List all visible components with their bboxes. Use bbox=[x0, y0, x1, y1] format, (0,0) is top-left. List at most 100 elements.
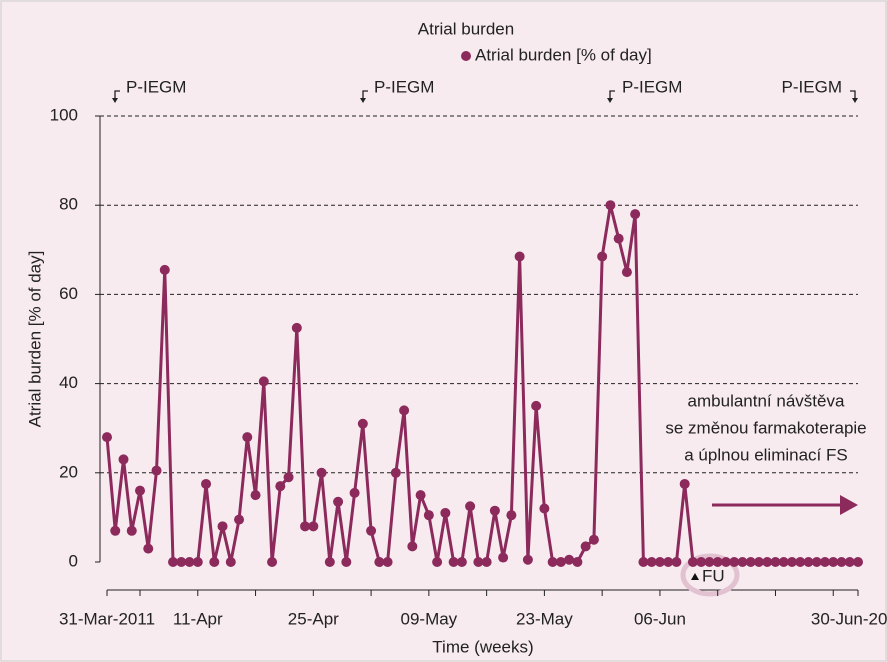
data-point bbox=[828, 557, 839, 567]
data-point bbox=[250, 490, 261, 501]
data-point bbox=[143, 543, 154, 554]
data-point bbox=[803, 557, 814, 567]
data-point bbox=[432, 557, 443, 567]
data-point bbox=[588, 534, 599, 545]
x-axis-label: Time (weeks) bbox=[432, 637, 533, 656]
data-point bbox=[671, 557, 682, 567]
data-point bbox=[316, 467, 327, 478]
data-point bbox=[168, 557, 179, 567]
data-point bbox=[415, 490, 426, 501]
data-point bbox=[118, 454, 129, 465]
data-point bbox=[778, 557, 789, 567]
y-tick-label: 100 bbox=[50, 105, 78, 124]
note: ambulantní návštěva bbox=[688, 391, 845, 410]
data-point bbox=[481, 557, 492, 567]
data-point bbox=[745, 557, 756, 567]
data-point bbox=[597, 251, 608, 262]
data-point bbox=[663, 557, 674, 567]
data-point bbox=[176, 557, 187, 567]
data-point bbox=[407, 541, 418, 552]
data-point bbox=[135, 485, 146, 496]
data-point bbox=[547, 557, 558, 567]
annotation-arrow bbox=[114, 90, 120, 101]
data-point bbox=[349, 487, 360, 498]
x-tick-label: 23-May bbox=[516, 609, 573, 628]
y-tick-label: 60 bbox=[59, 284, 78, 303]
data-point bbox=[151, 465, 162, 476]
data-point bbox=[786, 557, 797, 567]
data-point bbox=[679, 478, 690, 489]
data-point bbox=[762, 557, 773, 567]
data-point bbox=[283, 472, 294, 483]
annotation: P-IEGM bbox=[126, 77, 186, 96]
data-point bbox=[621, 267, 632, 278]
data-point bbox=[654, 557, 665, 567]
data-point bbox=[514, 251, 525, 262]
data-point bbox=[498, 552, 509, 563]
data-point bbox=[811, 557, 822, 567]
data-point bbox=[110, 525, 121, 536]
data-point bbox=[819, 557, 830, 567]
data-point bbox=[522, 554, 533, 565]
annotation: P-IEGM bbox=[622, 77, 682, 96]
data-point bbox=[613, 233, 624, 244]
data-point bbox=[341, 557, 352, 567]
data-point bbox=[440, 507, 451, 518]
fu-circle bbox=[680, 553, 740, 597]
note: a úplnou eliminací FS bbox=[684, 445, 847, 464]
data-point bbox=[423, 510, 434, 521]
fu-label: FU bbox=[702, 566, 725, 585]
note: se změnou farmakoterapie bbox=[665, 418, 866, 437]
annotation-arrow bbox=[850, 90, 856, 101]
data-point bbox=[795, 557, 806, 567]
arrow-head bbox=[840, 495, 858, 515]
x-tick-label: 25-Apr bbox=[288, 609, 339, 628]
data-point bbox=[737, 557, 748, 567]
data-point bbox=[720, 557, 731, 567]
data-point bbox=[366, 525, 377, 536]
data-point bbox=[324, 557, 335, 567]
y-tick-label: 20 bbox=[59, 462, 78, 481]
data-point bbox=[192, 557, 203, 567]
x-tick-label: 11-Apr bbox=[173, 609, 223, 628]
data-point bbox=[456, 557, 467, 567]
y-tick-label: 0 bbox=[69, 551, 78, 570]
data-point bbox=[630, 209, 641, 220]
data-point bbox=[506, 510, 517, 521]
data-point bbox=[753, 557, 764, 567]
data-point bbox=[836, 557, 847, 567]
annotation-arrow-head bbox=[112, 98, 118, 103]
data-point bbox=[300, 521, 311, 532]
annotation-arrow-head bbox=[607, 98, 613, 103]
data-point bbox=[159, 264, 170, 275]
fu-marker bbox=[691, 573, 699, 580]
data-point bbox=[234, 514, 245, 525]
x-tick-label: 09-May bbox=[401, 609, 458, 628]
y-axis-label: Atrial burden [% of day] bbox=[25, 251, 44, 428]
data-point bbox=[638, 557, 649, 567]
data-point bbox=[712, 557, 723, 567]
data-point bbox=[258, 376, 269, 387]
data-point bbox=[382, 557, 393, 567]
data-point bbox=[399, 405, 410, 416]
data-point bbox=[448, 557, 459, 567]
data-point bbox=[465, 501, 476, 512]
data-point bbox=[531, 400, 542, 411]
annotation-arrow bbox=[362, 90, 368, 101]
y-tick-label: 80 bbox=[59, 195, 78, 214]
y-tick-label: 40 bbox=[59, 373, 78, 392]
data-point bbox=[126, 525, 137, 536]
x-tick-label: 30-Jun-2011 bbox=[811, 609, 887, 628]
annotation: P-IEGM bbox=[782, 77, 842, 96]
data-point bbox=[225, 557, 236, 567]
data-point bbox=[687, 557, 698, 567]
data-point bbox=[729, 557, 740, 567]
data-point bbox=[374, 557, 385, 567]
data-point bbox=[704, 557, 715, 567]
data-point bbox=[770, 557, 781, 567]
legend-label: Atrial burden [% of day] bbox=[475, 45, 652, 64]
data-point bbox=[333, 496, 344, 507]
data-point bbox=[390, 467, 401, 478]
data-point bbox=[696, 557, 707, 567]
